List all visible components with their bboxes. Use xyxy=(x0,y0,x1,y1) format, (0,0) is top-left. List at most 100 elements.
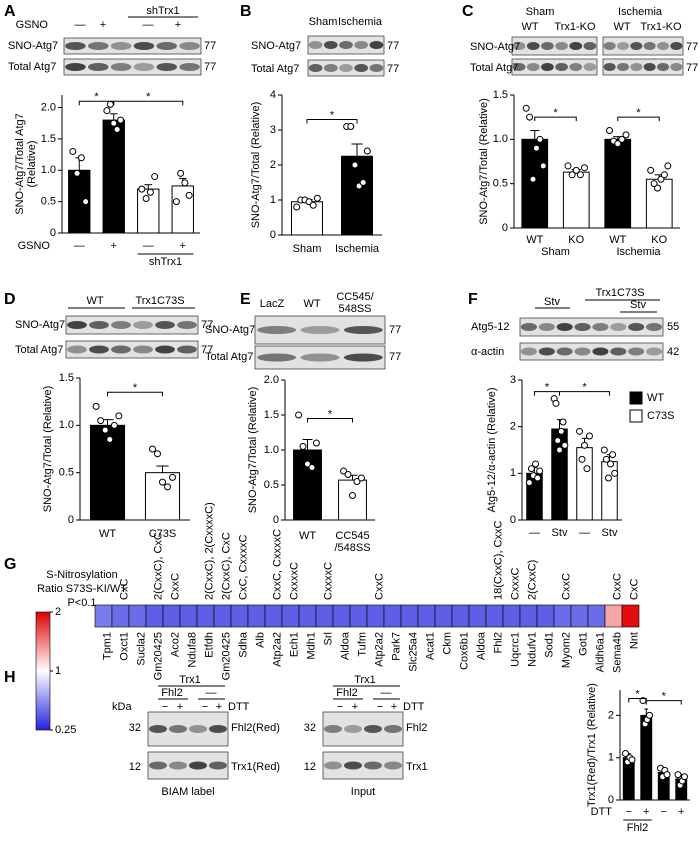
panel-label: E xyxy=(240,291,251,308)
x-tick-label: − xyxy=(661,806,667,818)
gene-label: Mdh1 xyxy=(305,632,317,660)
blot-band xyxy=(189,725,207,733)
blot-label: Total Atg7 xyxy=(8,61,56,73)
motif-annotation: 2(CxxC), CxC xyxy=(152,532,164,600)
significance-label: * xyxy=(94,91,99,103)
blot-band xyxy=(257,353,297,362)
data-point xyxy=(527,465,535,473)
blot-label: + xyxy=(352,701,358,713)
blot-label: Ischemia xyxy=(338,16,383,28)
gene-label: Ckm xyxy=(441,632,453,655)
y-axis-label: SNO-Atg7/Total (Relative) xyxy=(478,98,490,225)
bar xyxy=(338,479,367,521)
y-tick-label: 0.5 xyxy=(59,467,74,479)
data-point xyxy=(585,432,593,440)
blot-band xyxy=(343,326,383,334)
blot-label: Sham xyxy=(309,16,338,28)
gene-label: Ndufa8 xyxy=(186,632,198,667)
bar xyxy=(341,155,373,236)
heatmap-cell xyxy=(264,604,283,628)
blot-band xyxy=(300,326,340,334)
blot-band xyxy=(556,323,573,331)
significance-bracket xyxy=(306,119,358,124)
significance-label: * xyxy=(662,690,667,702)
x-tick-label: KO xyxy=(651,234,667,246)
heatmap-cell xyxy=(281,604,300,628)
data-point xyxy=(159,478,166,486)
blot-label: Fhl2 xyxy=(406,722,427,734)
motif-annotation: CxxxxC xyxy=(322,562,334,600)
heatmap-cell xyxy=(128,604,147,628)
blot-band xyxy=(179,42,200,50)
blot-label: 77 xyxy=(387,40,399,52)
gene-label: Tpm1 xyxy=(101,632,113,660)
data-point xyxy=(602,455,610,463)
blot-label: 77 xyxy=(204,40,216,52)
blot-label: Trx1(Red) xyxy=(231,761,280,773)
data-point xyxy=(77,154,85,162)
data-point xyxy=(308,464,316,471)
bar xyxy=(137,188,160,234)
blot-label: — xyxy=(206,687,217,699)
data-point xyxy=(536,467,544,475)
data-point xyxy=(313,194,321,202)
motif-annotation: CxxC xyxy=(560,573,572,600)
data-point xyxy=(663,771,671,779)
data-point xyxy=(146,188,154,196)
blot-band xyxy=(569,42,583,50)
blot-label: Input xyxy=(351,786,375,798)
significance-label: * xyxy=(328,408,333,420)
data-point xyxy=(363,147,371,155)
panel-label: B xyxy=(240,3,252,20)
panel-label: C xyxy=(462,3,474,20)
x-row-label: GSNO xyxy=(18,240,51,252)
blot-strip xyxy=(519,342,664,361)
blot-label: + xyxy=(175,19,181,31)
heatmap-cell xyxy=(315,604,334,628)
x-tick-label: WT xyxy=(609,234,626,246)
blot-band xyxy=(149,761,167,770)
motif-annotation: CxC, CxxxxC xyxy=(237,535,249,600)
y-axis-label: Atg5-12/α-actin (Relative) xyxy=(486,388,498,513)
data-point xyxy=(177,169,185,177)
blot-band xyxy=(155,321,175,329)
data-point xyxy=(357,474,365,482)
y-tick-label: 1 xyxy=(608,752,614,764)
x-tick-label: WT xyxy=(526,234,543,246)
data-point xyxy=(552,399,560,407)
blot-label: — xyxy=(381,687,392,699)
data-point xyxy=(344,471,352,478)
blot-label: 77 xyxy=(686,41,698,53)
data-point xyxy=(580,164,588,172)
significance-bracket xyxy=(559,391,610,396)
data-point xyxy=(82,198,90,206)
blot-band xyxy=(574,347,591,356)
gene-label: Aldoa xyxy=(339,631,351,660)
blot-label: − xyxy=(377,701,383,713)
blot-label: shTrx1 xyxy=(146,5,179,17)
heatmap-cell xyxy=(196,604,215,628)
y-tick-label: 0.5 xyxy=(264,479,279,491)
motif-annotation: CxxxC xyxy=(509,568,521,600)
y-tick-label: 1.0 xyxy=(493,133,508,145)
data-point xyxy=(142,195,150,202)
data-point xyxy=(73,169,81,177)
y-tick-label: 0 xyxy=(273,514,279,526)
blot-band xyxy=(628,323,645,331)
blot-label: Fhl2(Red) xyxy=(231,722,280,734)
blot-band xyxy=(364,725,382,733)
data-point xyxy=(559,418,567,426)
gene-label: Ech1 xyxy=(288,632,300,657)
data-point xyxy=(557,427,565,435)
blot-band xyxy=(583,42,597,50)
blot-label: 77 xyxy=(201,319,213,331)
data-point xyxy=(113,126,121,133)
text-line: (Relative) xyxy=(26,140,38,187)
bar xyxy=(562,171,590,229)
blot-label: LacZ xyxy=(260,298,285,310)
y-tick-label: 0.5 xyxy=(493,178,508,190)
gene-label: Myom2 xyxy=(560,632,572,668)
blot-label: Stv xyxy=(630,299,646,311)
legend-swatch xyxy=(629,409,643,423)
x-tick-label: WT xyxy=(299,530,316,542)
